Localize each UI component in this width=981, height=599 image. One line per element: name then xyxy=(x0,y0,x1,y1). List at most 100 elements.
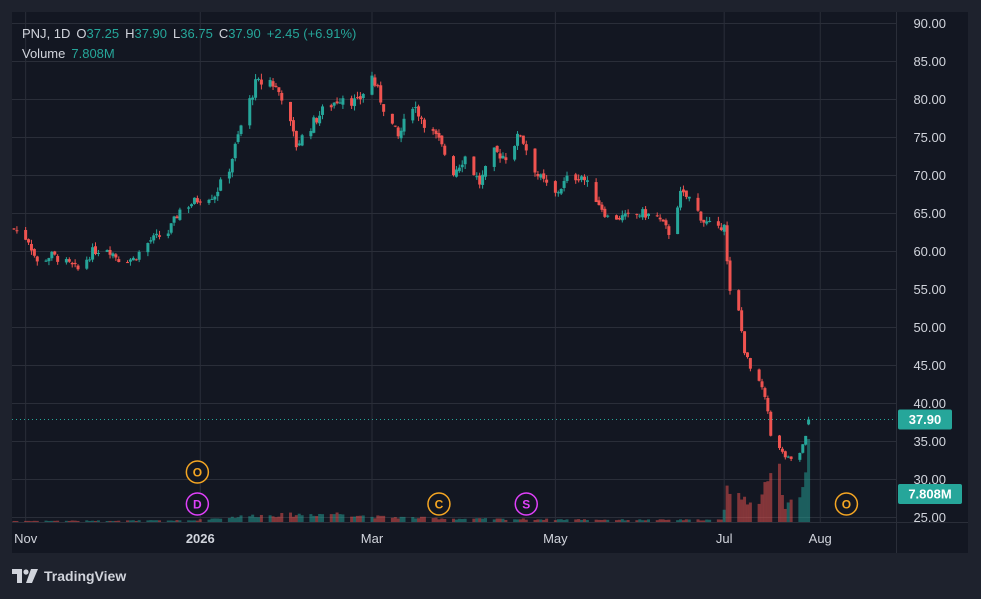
candle-body xyxy=(178,209,182,220)
candle-body xyxy=(27,239,31,243)
volume-bar xyxy=(373,518,377,522)
volume-bar xyxy=(195,520,199,522)
y-tick-label: 60.00 xyxy=(913,244,946,259)
candle-body xyxy=(411,108,415,121)
volume-bar xyxy=(27,520,31,522)
volume-bar xyxy=(169,520,173,522)
volume-bar xyxy=(277,516,281,522)
volume-bar xyxy=(158,520,162,522)
candle-body xyxy=(155,233,159,236)
y-axis-ticks[interactable]: 90.00 85.00 80.00 75.00 70.00 65.00 60.00 55.00… xyxy=(913,16,946,525)
last-price-label: 37.90 xyxy=(909,412,942,427)
volume-bar xyxy=(297,513,301,522)
candle-body xyxy=(559,188,563,194)
candle-body xyxy=(166,233,170,236)
tradingview-watermark[interactable]: TradingView xyxy=(12,568,126,584)
x-tick-label: Aug xyxy=(809,531,832,546)
volume-bar xyxy=(725,485,729,522)
y-tick-label: 30.00 xyxy=(913,472,946,487)
volume-bar xyxy=(251,514,255,522)
y-tick-label: 70.00 xyxy=(913,168,946,183)
volume-bar xyxy=(545,518,549,522)
volume-bar xyxy=(134,520,138,522)
y-tick-label: 90.00 xyxy=(913,16,946,31)
volume-bar xyxy=(789,499,793,522)
candle-body xyxy=(254,79,258,98)
candle-body xyxy=(312,117,316,133)
event-marker-d[interactable] xyxy=(185,492,210,516)
volume-bar xyxy=(91,520,95,522)
candle-body xyxy=(725,225,729,262)
candle-body xyxy=(545,179,549,183)
candle-body xyxy=(88,259,92,261)
event-marker-s[interactable] xyxy=(514,492,539,516)
volume-bar xyxy=(93,521,97,522)
volume-bar xyxy=(539,519,543,522)
symbol-label[interactable]: PNJ xyxy=(22,26,47,41)
candle-body xyxy=(219,179,223,191)
event-marker-o[interactable] xyxy=(185,460,210,484)
volume-bar xyxy=(658,519,662,522)
volume-bar xyxy=(254,517,258,522)
volume-bar xyxy=(667,519,671,522)
candle-body xyxy=(56,256,60,262)
volume-bar xyxy=(70,520,74,522)
interval-label[interactable]: 1D xyxy=(53,26,71,41)
candle-body xyxy=(481,174,485,185)
price-pane[interactable] xyxy=(12,12,968,553)
high-value: 37.90 xyxy=(134,26,168,41)
volume-bar xyxy=(53,520,57,522)
candle-body xyxy=(760,381,764,388)
ohlc-row: PNJ, 1D O37.25 H37.90 L36.75 C37.90 +2.45 (+6… xyxy=(22,26,357,41)
event-marker-o[interactable] xyxy=(834,492,859,516)
volume-bar xyxy=(594,519,598,522)
candle-body xyxy=(574,174,578,181)
volume-bar xyxy=(338,514,342,522)
candle-body xyxy=(516,133,520,146)
volume-bar xyxy=(29,521,33,522)
volume-bar xyxy=(96,520,100,522)
x-axis-ticks[interactable]: Nov 2026 Mar May Jul Aug xyxy=(14,531,832,546)
last-price-tag xyxy=(898,409,952,430)
y-tick-label: 40.00 xyxy=(913,396,946,411)
volume-bar xyxy=(743,496,747,522)
candle-body xyxy=(67,259,71,262)
volume-bar xyxy=(321,514,325,522)
volume-bar xyxy=(259,514,263,522)
volume-bar xyxy=(481,518,485,522)
candle-body xyxy=(50,251,54,259)
candle-body xyxy=(289,101,293,122)
volume-key[interactable]: Volume xyxy=(22,46,66,61)
volume-bar xyxy=(149,520,153,522)
candle-body xyxy=(149,240,153,242)
candle-body xyxy=(582,176,586,181)
volume-bar xyxy=(291,516,295,522)
candle-body xyxy=(399,130,403,139)
candle-body xyxy=(29,243,33,251)
candle-body xyxy=(338,102,342,104)
candle-body xyxy=(681,189,685,193)
volume-bar xyxy=(577,519,581,522)
volume-bar xyxy=(15,520,19,522)
volume-bar xyxy=(146,520,150,522)
y-tick-label: 75.00 xyxy=(913,130,946,145)
volume-bar xyxy=(521,518,525,522)
event-markers[interactable]: O D C S O xyxy=(185,460,859,516)
candle-body xyxy=(93,246,97,255)
volume-bar xyxy=(309,514,313,522)
candle-body xyxy=(256,78,260,80)
event-marker-c[interactable] xyxy=(427,492,451,516)
volume-bar xyxy=(128,520,132,522)
candle-body xyxy=(524,144,528,151)
volume-bar xyxy=(501,518,505,522)
candle-body xyxy=(393,125,397,127)
volume-bar xyxy=(606,519,610,522)
x-tick-label: Mar xyxy=(361,531,384,546)
candle-body xyxy=(47,258,51,262)
volume-bar xyxy=(361,515,365,522)
volume-bar xyxy=(460,519,464,522)
volume-bar xyxy=(582,519,586,522)
volume-bar xyxy=(187,520,191,522)
